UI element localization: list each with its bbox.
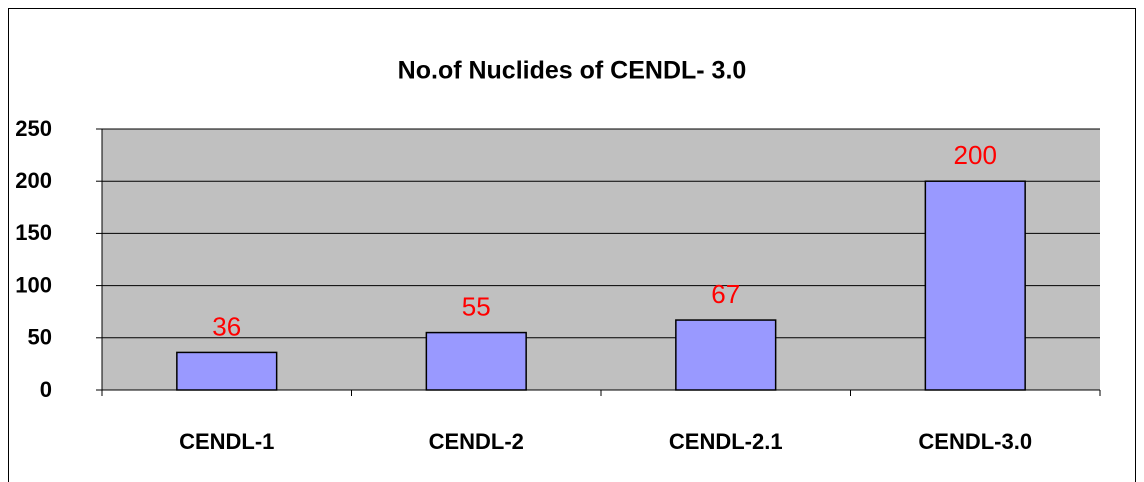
y-tick-label: 0 xyxy=(40,377,52,402)
y-tick-label: 150 xyxy=(15,220,52,245)
y-tick-label: 100 xyxy=(15,272,52,297)
bar xyxy=(176,351,278,391)
y-tick-label: 250 xyxy=(15,116,52,141)
x-tick-label: CENDL-2.1 xyxy=(669,429,783,454)
chart-title: No.of Nuclides of CENDL- 3.0 xyxy=(398,57,747,85)
data-label: 67 xyxy=(711,279,740,309)
x-tick-label: CENDL-3.0 xyxy=(918,429,1032,454)
data-label: 55 xyxy=(462,291,491,321)
bar xyxy=(924,180,1026,391)
data-label: 36 xyxy=(212,311,241,341)
x-tick-label: CENDL-1 xyxy=(179,429,274,454)
bar xyxy=(425,331,527,391)
x-tick-label: CENDL-2 xyxy=(429,429,524,454)
y-tick-label: 50 xyxy=(28,325,52,350)
data-label: 200 xyxy=(954,140,997,170)
bar xyxy=(675,319,777,391)
y-tick-label: 200 xyxy=(15,168,52,193)
